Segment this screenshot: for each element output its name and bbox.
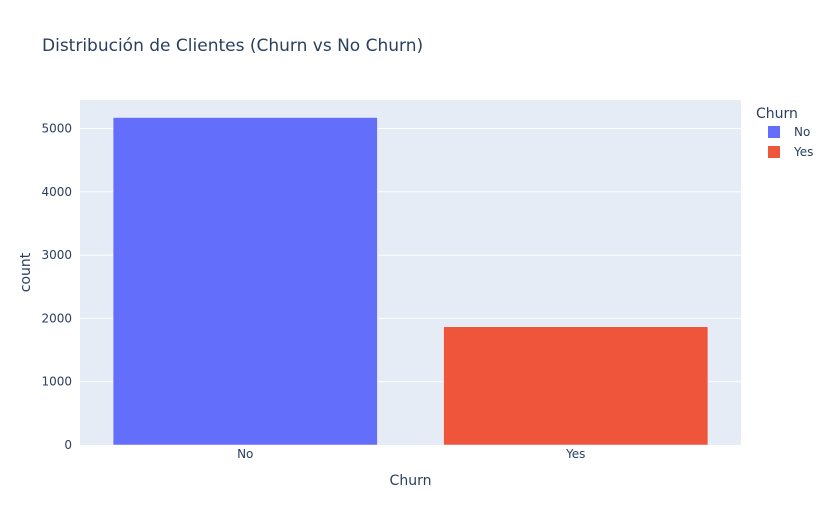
- legend-item-no[interactable]: No: [768, 125, 810, 139]
- y-tick-label: 3000: [41, 248, 72, 262]
- legend-label: No: [794, 125, 810, 139]
- chart-title: Distribución de Clientes (Churn vs No Ch…: [42, 36, 423, 56]
- legend-item-yes[interactable]: Yes: [768, 145, 813, 159]
- legend-title: Churn: [756, 106, 798, 122]
- x-axis-label: Churn: [390, 473, 432, 489]
- x-tick-label: Yes: [565, 447, 585, 461]
- x-tick-labels: No Yes: [237, 447, 585, 461]
- y-tick-label: 1000: [41, 375, 72, 389]
- y-tick-label: 5000: [41, 121, 72, 135]
- x-tick-label: No: [237, 447, 253, 461]
- legend-swatch: [768, 126, 780, 138]
- bars-group: [112, 117, 709, 446]
- legend: Churn No Yes: [756, 106, 813, 159]
- bar-no[interactable]: [112, 117, 378, 446]
- y-tick-label: 0: [64, 438, 72, 452]
- bar-yes[interactable]: [443, 326, 709, 446]
- legend-items: No Yes: [768, 125, 813, 159]
- y-axis-label: count: [18, 252, 34, 292]
- y-tick-label: 2000: [41, 311, 72, 325]
- y-tick-label: 4000: [41, 185, 72, 199]
- legend-swatch: [768, 146, 780, 158]
- legend-label: Yes: [793, 145, 813, 159]
- y-tick-labels: 0 1000 2000 3000 4000 5000: [41, 121, 72, 452]
